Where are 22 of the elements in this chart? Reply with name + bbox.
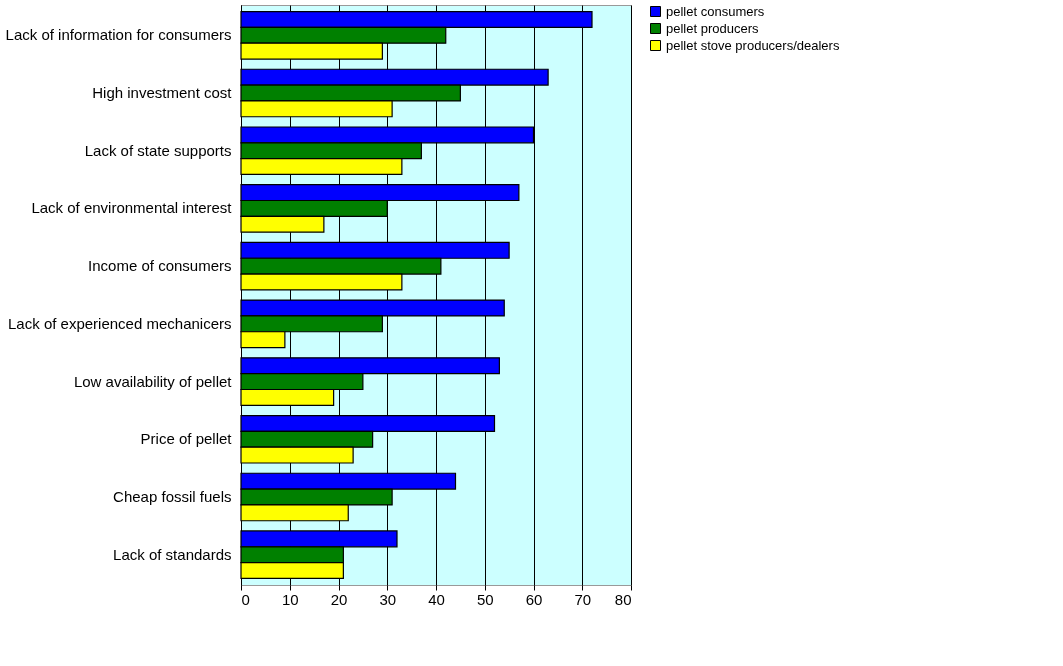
x-tick-label: 80 xyxy=(614,590,632,608)
x-tick-label: 60 xyxy=(525,590,543,608)
x-tick-label: 0 xyxy=(241,590,250,608)
x-tick-label: 50 xyxy=(476,590,494,608)
legend-label: pellet consumers xyxy=(666,3,765,19)
y-tick-label: High investment cost xyxy=(92,84,233,102)
x-tick-label: 20 xyxy=(330,590,348,608)
y-tick-label: Lack of information for consumers xyxy=(5,26,232,44)
x-tick-label: 40 xyxy=(428,590,445,608)
y-tick-label: Low availability of pellet xyxy=(73,372,233,390)
legend-label: pellet stove producers/dealers xyxy=(666,37,840,53)
y-tick-label: Cheap fossil fuels xyxy=(113,487,232,505)
legend-label: pellet producers xyxy=(666,20,759,36)
x-tick-label: 30 xyxy=(379,590,397,608)
y-tick-label: Price of pellet xyxy=(140,430,233,448)
y-tick-label: Lack of environmental interest xyxy=(31,199,233,217)
y-tick-label: Lack of experienced mechanicers xyxy=(8,314,232,332)
y-tick-label: Income of consumers xyxy=(88,257,232,275)
y-tick-label: Lack of state supports xyxy=(84,141,232,159)
x-tick-label: 70 xyxy=(574,590,592,608)
x-tick-label: 10 xyxy=(281,590,299,608)
y-tick-label: Lack of standards xyxy=(113,545,232,563)
